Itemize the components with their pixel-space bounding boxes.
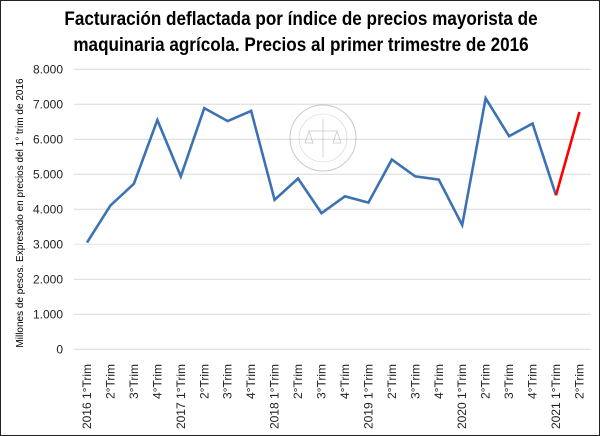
y-tick-label: 4.000 [33,202,63,216]
x-tick-label: 4°Trim [338,364,352,399]
x-tick-label: 2°Trim [385,364,399,399]
x-tick-label: 2°Trim [479,364,493,399]
x-tick-label: 3°Trim [221,364,235,399]
chart-title-line2: maquinaria agrícola. Precios al primer t… [73,35,529,56]
x-tick-labels: 2016 1°Trim 2°Trim 3°Trim 4°Trim 2017 1°Trim… [80,364,586,429]
y-tick-labels: 0 1.000 2.000 3.000 4.000 5.000 6.000 7.000 8.00… [33,62,63,356]
x-tick-label: 4°Trim [526,364,540,399]
series-line-highlight [554,111,581,196]
x-tick-label: 2°Trim [291,364,305,399]
y-tick-label: 2.000 [33,272,63,286]
y-tick-label: 0 [56,342,63,356]
gridlines [74,68,591,350]
x-tick-label: 3°Trim [502,364,516,399]
y-tick-label: 8.000 [33,62,63,76]
x-tick-label: 2016 1°Trim [80,364,94,429]
x-tick-label: 2018 1°Trim [268,364,282,429]
x-tick-label: 3°Trim [315,364,329,399]
y-tick-label: 1.000 [33,307,63,321]
series-lines [85,94,581,244]
y-tick-label: 7.000 [33,97,63,111]
x-tick-label: 3°Trim [127,364,141,399]
x-tick-label: 2°Trim [572,364,586,399]
chart-title: Facturación deflactada por índice de pre… [31,7,571,59]
y-tick-label: 5.000 [33,167,63,181]
x-tick-label: 2°Trim [197,364,211,399]
chart-title-line1: Facturación deflactada por índice de pre… [64,9,538,30]
x-tick-label: 4°Trim [244,364,258,399]
y-axis-label: Millones de pesos. Expresado en precios … [15,78,26,348]
x-tick-label: 2017 1°Trim [174,364,188,429]
watermark-seal [289,104,357,172]
x-tick-label: 2019 1°Trim [361,364,375,429]
x-tick-label: 3°Trim [408,364,422,399]
y-tick-label: 3.000 [33,237,63,251]
series-line-main [85,94,558,244]
y-tick-label: 6.000 [33,132,63,146]
x-tick-label: 2021 1°Trim [549,364,563,429]
x-tick-label: 2020 1°Trim [455,364,469,429]
x-tick-label: 4°Trim [150,364,164,399]
x-tick-label: 4°Trim [432,364,446,399]
x-tick-label: 2°Trim [103,364,117,399]
